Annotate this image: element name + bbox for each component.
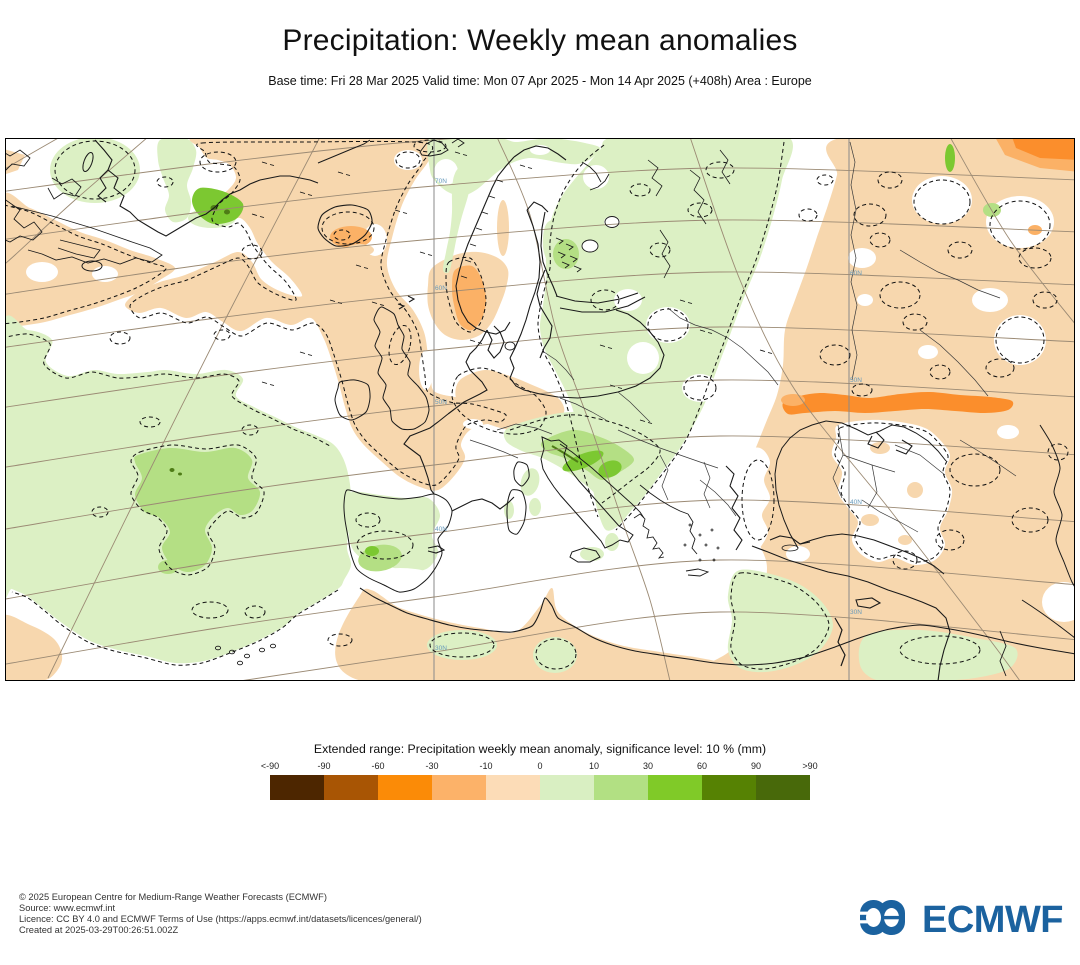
svg-text:50N: 50N	[850, 377, 862, 384]
svg-text:30N: 30N	[435, 645, 447, 652]
svg-text:40N: 40N	[850, 499, 862, 506]
svg-text:40N: 40N	[435, 526, 447, 533]
svg-text:60N: 60N	[435, 285, 447, 292]
svg-text:60N: 60N	[850, 270, 862, 277]
svg-text:30N: 30N	[850, 609, 862, 616]
svg-text:50N: 50N	[435, 399, 447, 406]
svg-text:ECMWF: ECMWF	[922, 899, 1063, 939]
svg-text:70N: 70N	[435, 178, 447, 185]
